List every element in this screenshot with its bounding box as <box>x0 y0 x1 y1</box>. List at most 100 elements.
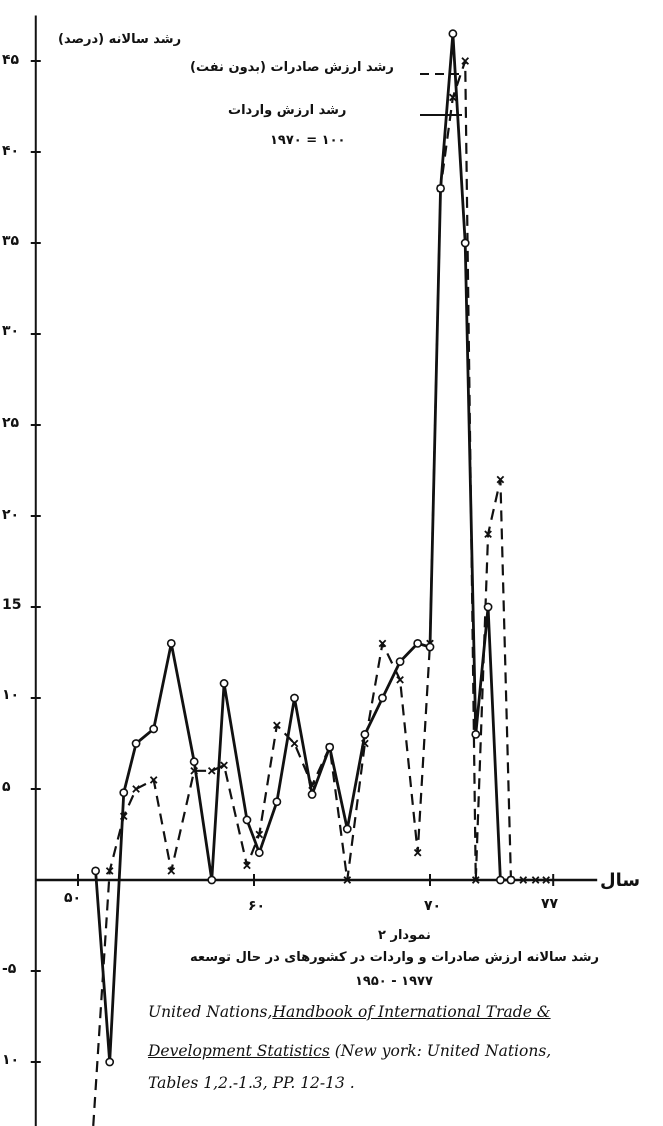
imports-data-point <box>119 788 129 798</box>
exports-data-point <box>290 739 299 748</box>
imports-data-point <box>254 848 264 858</box>
imports-data-point <box>448 29 458 39</box>
exports-marker-stroke <box>531 876 540 884</box>
imports-data-point <box>219 679 229 688</box>
imports-data-point <box>105 1057 115 1067</box>
exports-data-point <box>413 848 422 857</box>
imports-series-line <box>94 32 511 1064</box>
exports-data-point <box>484 530 492 539</box>
exports-marker-stroke <box>243 861 251 870</box>
imports-data-point <box>436 183 445 193</box>
imports-data-point <box>506 875 516 885</box>
imports-data-point <box>207 875 217 885</box>
exports-data-point <box>132 785 140 793</box>
exports-marker-stroke <box>471 876 480 884</box>
exports-marker-stroke <box>496 475 505 484</box>
exports-data-point <box>105 867 114 875</box>
y-tick-label: ۲۰ <box>2 507 20 523</box>
exports-data-point <box>220 761 228 770</box>
x-tick-label: ۷۰ <box>424 898 442 914</box>
imports-data-point <box>378 693 387 703</box>
x-tick-label: ۷۷ <box>541 896 559 912</box>
imports-data-point <box>483 602 493 612</box>
y-tick-label: -۵ <box>2 961 17 977</box>
figure-caption-title: نمودار ۲ <box>378 928 431 943</box>
y-tick-label: ۴۵ <box>2 52 20 68</box>
exports-marker-stroke <box>207 766 216 775</box>
imports-data-point <box>395 657 405 666</box>
y-tick-label: ۴۰ <box>2 143 20 159</box>
exports-data-point <box>273 721 281 730</box>
exports-marker-stroke <box>290 739 299 748</box>
exports-data-point <box>149 776 158 784</box>
imports-data-point <box>471 730 481 739</box>
source-line-3: Tables 1,2.-1.3, PP. 12-13 . <box>148 1074 355 1092</box>
figure-caption: رشد سالانه ارزش صادرات و واردات در کشوره… <box>190 950 600 965</box>
y-tick-label: ۵ <box>2 779 11 795</box>
imports-data-point <box>425 642 435 652</box>
imports-data-point <box>360 730 370 739</box>
exports-marker-stroke <box>542 876 550 884</box>
y-tick-label: ۲۵ <box>2 415 20 431</box>
exports-marker-stroke <box>273 721 281 730</box>
source-line-2: Development Statistics (New york: United… <box>148 1042 551 1060</box>
y-tick-label: ۳۵ <box>2 233 20 249</box>
exports-marker-stroke <box>167 867 176 875</box>
source-publisher: (New york: United Nations, <box>334 1042 552 1060</box>
exports-data-point <box>471 876 480 884</box>
imports-data-point <box>495 875 505 885</box>
exports-marker-stroke <box>484 530 492 539</box>
imports-data-point <box>149 724 159 734</box>
exports-marker-stroke <box>255 830 264 839</box>
legend-label-exports: رشد ارزش صادرات (بدون نفت) <box>190 60 394 75</box>
imports-data-point <box>413 639 423 648</box>
imports-data-point <box>307 790 317 799</box>
exports-data-point <box>255 830 264 839</box>
y-tick-label: 15 <box>2 597 22 613</box>
imports-data-point <box>460 238 470 248</box>
exports-marker-stroke <box>220 761 228 770</box>
x-tick-label: ۶۰ <box>248 898 266 914</box>
exports-data-point <box>343 876 352 884</box>
exports-marker-stroke <box>105 867 114 875</box>
exports-series-line <box>92 59 547 1126</box>
source-org: United Nations, <box>148 1003 273 1021</box>
imports-data-point <box>272 797 282 807</box>
exports-data-point <box>167 867 176 875</box>
exports-marker-stroke <box>519 876 528 884</box>
exports-marker-stroke <box>449 93 457 102</box>
y-tick-label: ۳۰ <box>2 323 20 339</box>
exports-data-point <box>396 675 404 684</box>
exports-marker-stroke <box>343 876 352 884</box>
x-tick-label: ۵۰ <box>64 890 82 906</box>
y-tick-label: ۱۰ <box>2 687 20 703</box>
exports-data-point <box>531 876 540 884</box>
exports-marker-stroke <box>413 848 422 857</box>
figure-caption-years: ۱۹۵۰ - ۱۹۷۷ <box>355 974 433 989</box>
source-title-part-1: Handbook of International Trade & <box>272 1003 551 1021</box>
imports-data-point <box>290 693 299 703</box>
exports-marker-stroke <box>396 675 404 684</box>
exports-data-point <box>449 93 457 102</box>
source-title-part-2: Development Statistics <box>148 1042 330 1060</box>
imports-data-point <box>189 757 199 767</box>
imports-data-point <box>166 639 176 648</box>
exports-marker-stroke <box>378 639 387 648</box>
exports-marker-stroke <box>461 57 470 65</box>
y-tick-label: ۱۰ <box>2 1052 20 1068</box>
y-axis-label: رشد سالانه (درصد) <box>58 32 182 47</box>
imports-data-point <box>325 742 335 752</box>
legend-base-note: ۱۹۷۰ = ۱۰۰ <box>270 133 346 148</box>
exports-data-point <box>461 57 470 65</box>
imports-data-point <box>131 739 141 748</box>
source-line-1: United Nations,Handbook of International… <box>148 1003 551 1021</box>
exports-marker-stroke <box>132 785 140 793</box>
imports-data-point <box>242 815 252 825</box>
x-axis-label: سال <box>600 870 641 891</box>
chart-legend <box>420 73 462 116</box>
imports-data-point <box>91 866 100 876</box>
legend-label-imports: رشد ارزش واردات <box>228 103 347 118</box>
exports-data-point <box>496 475 505 484</box>
